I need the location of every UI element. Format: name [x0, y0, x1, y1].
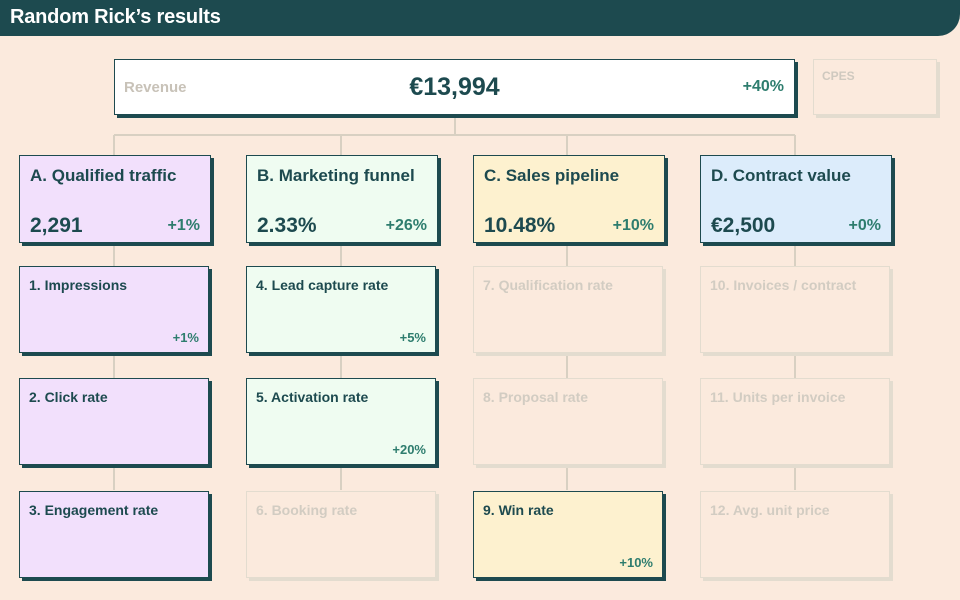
metric-name: 9. Win rate — [483, 502, 554, 518]
category-value: 2,291 — [30, 214, 83, 237]
metric-name: 6. Booking rate — [256, 502, 358, 518]
cpes-label: CPES — [822, 69, 855, 83]
category-name: A. Qualified traffic — [30, 166, 177, 185]
category-name: B. Marketing funnel — [257, 166, 415, 185]
cpes-card[interactable]: CPES — [813, 59, 937, 115]
metric-lead-capture-rate[interactable]: 4. Lead capture rate +5% — [246, 266, 436, 353]
page-title: Random Rick’s results — [10, 6, 221, 28]
metric-name: 7. Qualification rate — [483, 277, 613, 293]
metric-name: 8. Proposal rate — [483, 389, 589, 405]
revenue-delta: +40% — [742, 78, 784, 95]
metric-click-rate[interactable]: 2. Click rate — [19, 378, 209, 465]
metric-name: 4. Lead capture rate — [256, 277, 389, 293]
revenue-value: €13,994 — [409, 73, 500, 101]
metric-delta: +10% — [619, 555, 653, 570]
metric-delta: +20% — [392, 442, 426, 457]
category-delta: +26% — [385, 217, 427, 234]
category-marketing-funnel[interactable]: B. Marketing funnel 2.33% +26% — [246, 155, 438, 243]
metric-engagement-rate[interactable]: 3. Engagement rate — [19, 491, 209, 578]
metric-name: 3. Engagement rate — [29, 502, 159, 518]
metric-name: 1. Impressions — [29, 277, 128, 293]
category-value: €2,500 — [711, 214, 776, 237]
metric-win-rate[interactable]: 9. Win rate +10% — [473, 491, 663, 578]
revenue-label: Revenue — [124, 79, 187, 96]
category-contract-value[interactable]: D. Contract value €2,500 +0% — [700, 155, 892, 243]
category-value: 2.33% — [257, 214, 317, 237]
metric-impressions[interactable]: 1. Impressions +1% — [19, 266, 209, 353]
metric-name: 10. Invoices / contract — [710, 277, 857, 293]
metric-booking-rate[interactable]: 6. Booking rate — [246, 491, 436, 578]
metric-name: 2. Click rate — [29, 389, 108, 405]
category-delta: +10% — [612, 217, 654, 234]
metric-activation-rate[interactable]: 5. Activation rate +20% — [246, 378, 436, 465]
revenue-card[interactable]: Revenue €13,994 +40% — [114, 59, 795, 115]
metric-invoices-per-contract[interactable]: 10. Invoices / contract — [700, 266, 890, 353]
metric-avg-unit-price[interactable]: 12. Avg. unit price — [700, 491, 890, 578]
category-name: C. Sales pipeline — [484, 166, 620, 185]
category-sales-pipeline[interactable]: C. Sales pipeline 10.48% +10% — [473, 155, 665, 243]
category-qualified-traffic[interactable]: A. Qualified traffic 2,291 +1% — [19, 155, 211, 243]
metric-name: 5. Activation rate — [256, 389, 369, 405]
category-delta: +0% — [848, 217, 881, 234]
category-name: D. Contract value — [711, 166, 851, 185]
metric-delta: +1% — [172, 330, 199, 345]
metric-proposal-rate[interactable]: 8. Proposal rate — [473, 378, 663, 465]
category-delta: +1% — [167, 217, 200, 234]
metric-delta: +5% — [399, 330, 426, 345]
header-bar: Random Rick’s results — [0, 0, 960, 36]
metric-qualification-rate[interactable]: 7. Qualification rate — [473, 266, 663, 353]
category-value: 10.48% — [484, 214, 556, 237]
metric-units-per-invoice[interactable]: 11. Units per invoice — [700, 378, 890, 465]
metric-name: 11. Units per invoice — [710, 389, 846, 405]
metric-name: 12. Avg. unit price — [710, 502, 830, 518]
